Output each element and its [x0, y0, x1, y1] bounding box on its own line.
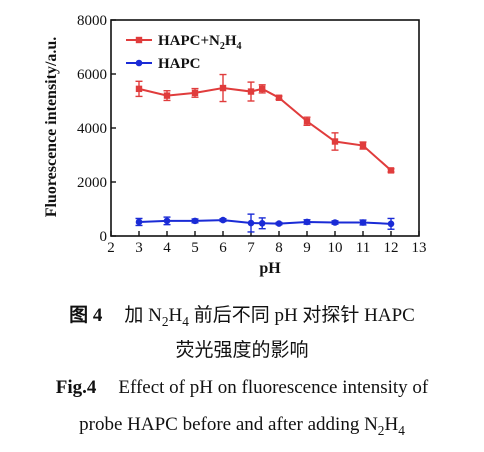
legend-marker [135, 59, 143, 67]
data-point [359, 219, 367, 226]
x-tick-label: 2 [107, 240, 115, 256]
caption-zh-text-a: 加 N [124, 305, 162, 326]
data-point [275, 220, 283, 227]
y-tick-label: 4000 [77, 121, 107, 137]
chart: 0 2000 4000 6000 8000 2 3 4 5 6 7 8 9 10 11 12 13 Fluor… [43, 13, 427, 277]
x-tick-label: 4 [163, 240, 171, 256]
series-2 [135, 213, 395, 233]
x-tick-label: 5 [191, 240, 199, 256]
caption-en-sub-1: 2 [377, 422, 385, 438]
data-point [275, 94, 283, 101]
data-point [387, 167, 395, 174]
series-1 [135, 73, 395, 174]
series-line [138, 87, 392, 172]
y-axis-label: Fluorescence intensity/a.u. [43, 37, 60, 218]
caption-zh-line-1: 图 4 加 N2H4 前后不同 pH 对探针 HAPC [0, 300, 484, 330]
caption-en-text-2a: probe HAPC before and after adding N [79, 414, 378, 435]
plot-area [135, 73, 395, 233]
x-tick-label: 9 [303, 240, 311, 256]
data-point [191, 89, 199, 97]
x-tick-label: 10 [328, 240, 343, 256]
data-point [191, 217, 199, 225]
caption-en-text-1: Effect of pH on fluorescence intensity o… [118, 377, 429, 398]
y-tick-label: 0 [100, 229, 108, 245]
caption-zh-text-b: H [168, 305, 183, 326]
data-point [163, 92, 171, 99]
plot-frame [110, 19, 420, 237]
data-point [387, 220, 395, 228]
legend-marker [135, 36, 143, 44]
data-point [247, 219, 255, 227]
caption-zh-sub-2: 4 [182, 313, 189, 329]
caption-en-line-1: Fig.4 Effect of pH on fluorescence intens… [0, 377, 484, 399]
data-point [303, 118, 311, 125]
y-tick-label: 8000 [77, 13, 107, 29]
caption-zh-text-c: 前后不同 pH 对探针 HAPC [188, 305, 415, 326]
data-point [163, 217, 171, 225]
data-point [359, 142, 367, 149]
x-tick-label: 13 [412, 240, 427, 256]
x-tick-label: 7 [247, 240, 255, 256]
x-tick-label: 11 [356, 240, 370, 256]
caption-en-sub-2: 4 [398, 422, 405, 438]
data-point [135, 85, 143, 93]
legend-label: HAPC [158, 56, 201, 72]
plot-border [110, 19, 420, 237]
caption-zh-sub-1: 2 [161, 313, 169, 329]
x-tick-label: 12 [384, 240, 399, 256]
x-axis-label: pH [259, 260, 281, 277]
data-point [247, 88, 255, 95]
data-point [259, 85, 266, 93]
x-axis: 2 3 4 5 6 7 8 9 10 11 12 13 [107, 231, 427, 256]
data-point [331, 219, 339, 226]
data-point [219, 84, 227, 92]
data-point [331, 138, 339, 145]
data-point [219, 216, 227, 224]
caption-en-line-2: probe HAPC before and after adding N2H4 [0, 414, 484, 439]
y-tick-label: 2000 [77, 175, 107, 191]
caption-zh-label: 图 4 [69, 305, 103, 326]
data-point [135, 218, 143, 226]
x-tick-label: 6 [219, 240, 227, 256]
y-axis: 0 2000 4000 6000 8000 [77, 13, 116, 245]
data-point [303, 218, 311, 226]
legend-label: HAPC+N2H4 [158, 33, 242, 52]
x-tick-label: 3 [135, 240, 143, 256]
data-point [258, 220, 266, 227]
legend: HAPC+N2H4 HAPC [126, 33, 242, 72]
caption-zh-line-2: 荧光强度的影响 [175, 340, 309, 361]
x-tick-label: 8 [275, 240, 283, 256]
caption-en-text-2b: H [384, 414, 399, 435]
y-tick-label: 6000 [77, 67, 107, 83]
caption-en-label: Fig.4 [55, 377, 97, 398]
